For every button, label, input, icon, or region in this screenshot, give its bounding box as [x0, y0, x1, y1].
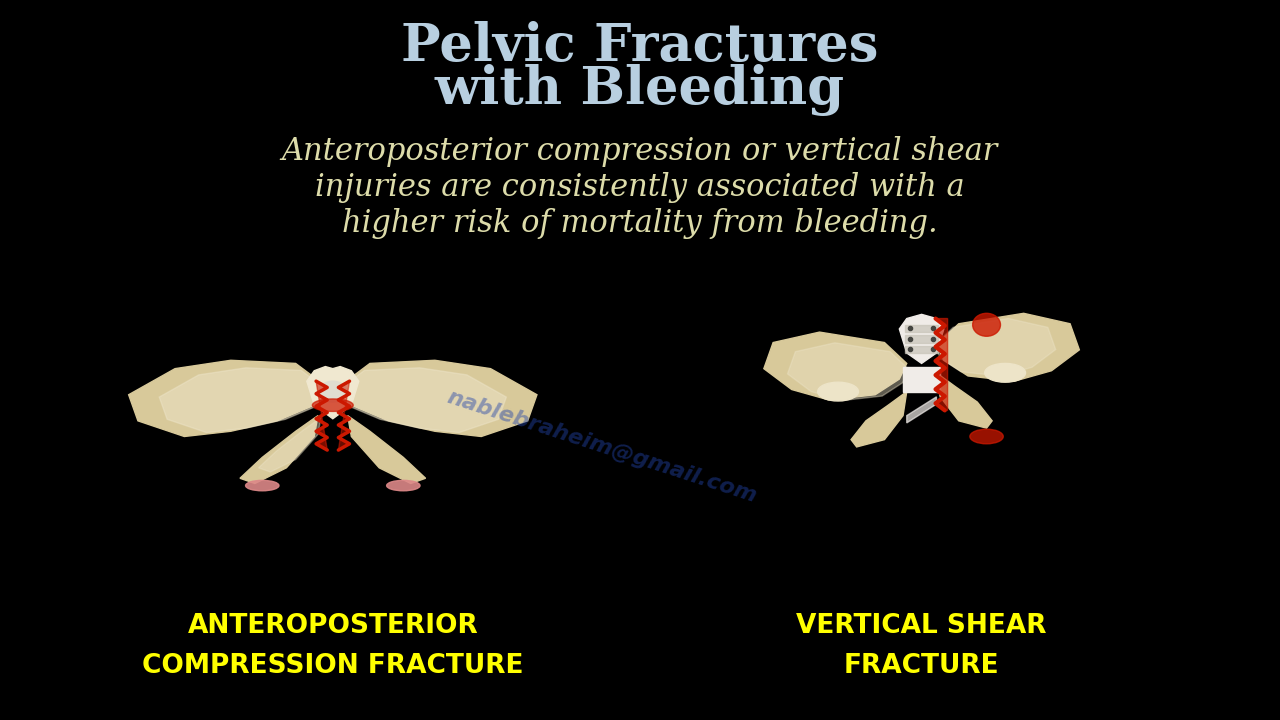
Text: injuries are consistently associated with a: injuries are consistently associated wit… — [315, 171, 965, 203]
Polygon shape — [851, 392, 906, 447]
Polygon shape — [906, 397, 937, 423]
Polygon shape — [338, 381, 349, 450]
Text: Anteroposterior compression or vertical shear: Anteroposterior compression or vertical … — [282, 135, 998, 167]
Text: FRACTURE: FRACTURE — [844, 653, 1000, 679]
Polygon shape — [340, 368, 507, 433]
Polygon shape — [905, 346, 938, 353]
Polygon shape — [934, 318, 1056, 376]
Polygon shape — [937, 373, 992, 428]
Polygon shape — [905, 325, 938, 332]
Ellipse shape — [387, 480, 420, 491]
Ellipse shape — [973, 313, 1001, 336]
Polygon shape — [159, 368, 325, 433]
Text: VERTICAL SHEAR: VERTICAL SHEAR — [796, 613, 1047, 639]
Polygon shape — [259, 418, 321, 472]
Text: Pelvic Fractures: Pelvic Fractures — [402, 22, 878, 72]
Polygon shape — [936, 318, 947, 410]
Ellipse shape — [984, 364, 1025, 382]
Ellipse shape — [246, 480, 279, 491]
Polygon shape — [129, 360, 324, 436]
Ellipse shape — [319, 381, 347, 402]
Ellipse shape — [818, 382, 859, 401]
Polygon shape — [764, 332, 906, 400]
Polygon shape — [348, 415, 425, 484]
Ellipse shape — [312, 399, 353, 411]
Polygon shape — [904, 366, 940, 392]
Text: ANTEROPOSTERIOR: ANTEROPOSTERIOR — [187, 613, 479, 639]
Text: nablebraheim@gmail.com: nablebraheim@gmail.com — [444, 387, 759, 506]
Polygon shape — [787, 343, 909, 400]
Polygon shape — [307, 366, 358, 419]
Polygon shape — [905, 336, 938, 343]
Text: COMPRESSION FRACTURE: COMPRESSION FRACTURE — [142, 653, 524, 679]
Polygon shape — [937, 313, 1079, 381]
Polygon shape — [342, 360, 538, 436]
Polygon shape — [241, 415, 317, 484]
Text: with Bleeding: with Bleeding — [435, 64, 845, 116]
Text: higher risk of mortality from bleeding.: higher risk of mortality from bleeding. — [342, 207, 938, 239]
Polygon shape — [316, 381, 328, 450]
Ellipse shape — [970, 429, 1004, 444]
Polygon shape — [900, 315, 943, 364]
